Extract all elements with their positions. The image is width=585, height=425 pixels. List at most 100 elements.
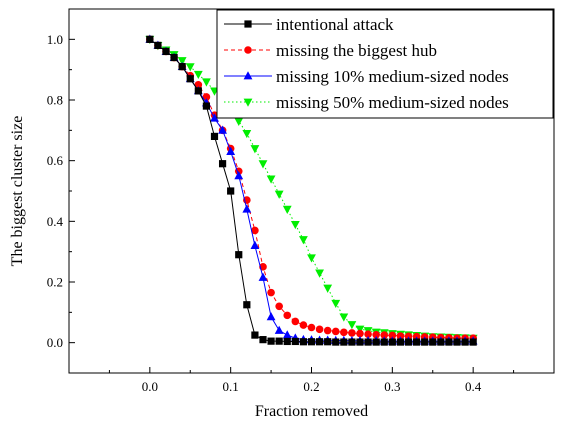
data-point — [299, 236, 308, 245]
data-point — [290, 220, 300, 230]
data-point — [291, 317, 300, 326]
data-point — [185, 63, 195, 72]
data-point — [275, 337, 283, 345]
data-point — [146, 35, 154, 43]
legend-marker — [243, 71, 253, 80]
data-point — [396, 332, 405, 340]
data-point — [307, 338, 316, 346]
data-point — [437, 338, 445, 346]
x-tick-label: 0.0 — [142, 379, 158, 394]
data-point — [267, 288, 275, 297]
data-point — [258, 160, 268, 169]
data-point — [299, 338, 308, 346]
data-point — [331, 327, 340, 336]
data-point — [315, 325, 324, 334]
data-point — [404, 332, 413, 341]
x-axis-title: Fraction removed — [255, 403, 368, 420]
data-point — [235, 251, 243, 259]
data-point — [275, 302, 283, 311]
x-tick-label: 0.1 — [223, 379, 239, 394]
data-point — [282, 330, 292, 339]
data-point — [259, 336, 267, 344]
data-point — [250, 240, 260, 249]
data-point — [453, 338, 461, 346]
legend-marker — [243, 98, 253, 107]
x-tick-label: 0.2 — [303, 379, 319, 394]
y-tick-label: 1.0 — [47, 32, 63, 47]
data-point — [307, 323, 316, 332]
data-point — [251, 331, 259, 339]
data-point — [364, 338, 372, 346]
data-point — [388, 338, 396, 346]
data-point — [356, 338, 364, 346]
legend-item: intentional attack — [224, 15, 394, 34]
data-point — [243, 301, 251, 309]
data-point — [267, 337, 275, 345]
data-point — [323, 326, 332, 335]
axis-ticks: 0.0 0.1 0.2 0.3 0.4 0.0 0.2 0.4 0.6 0.8 1.0 — [47, 8, 515, 394]
y-axis-title: The biggest cluster size — [9, 116, 26, 267]
data-point — [194, 81, 203, 89]
data-point — [242, 129, 252, 139]
data-point — [372, 330, 380, 339]
legend-item: missing 10% medium-sized nodes — [224, 67, 509, 86]
data-point — [348, 329, 356, 337]
data-point — [226, 146, 236, 155]
data-point — [250, 145, 260, 154]
data-point — [283, 311, 292, 320]
data-point — [364, 330, 372, 338]
data-point — [421, 338, 429, 346]
series-1 — [146, 35, 477, 346]
data-point — [186, 75, 194, 83]
legend-label: missing 50% medium-sized nodes — [276, 93, 509, 112]
legend-item: missing 50% medium-sized nodes — [224, 93, 509, 112]
data-point — [299, 321, 308, 329]
data-point — [315, 338, 324, 346]
data-point — [331, 299, 341, 309]
legend-box — [216, 9, 554, 119]
y-tick-label: 0.2 — [47, 275, 63, 290]
data-point — [340, 328, 348, 337]
data-point — [388, 331, 397, 340]
data-point — [194, 87, 202, 95]
data-point — [177, 57, 187, 66]
x-tick-label: 0.3 — [384, 379, 400, 394]
data-point — [266, 175, 276, 184]
data-point — [412, 338, 421, 346]
data-point — [234, 171, 244, 180]
data-point — [461, 338, 469, 346]
data-point — [355, 325, 365, 334]
data-point — [324, 338, 332, 346]
data-point — [445, 338, 453, 346]
data-point — [339, 313, 349, 322]
data-point — [347, 321, 357, 330]
data-point — [282, 205, 292, 214]
data-point — [274, 325, 284, 334]
data-point — [404, 338, 413, 346]
data-point — [202, 78, 211, 87]
data-point — [469, 338, 477, 346]
data-point — [242, 204, 252, 213]
data-point — [202, 102, 211, 110]
data-point — [291, 337, 299, 346]
data-point — [193, 70, 203, 80]
data-point — [210, 113, 219, 122]
legend-item: missing the biggest hub — [224, 41, 437, 60]
legend-label: missing 10% medium-sized nodes — [276, 67, 509, 86]
data-point — [356, 329, 364, 338]
y-tick-label: 0.0 — [47, 335, 63, 350]
data-point — [348, 338, 356, 346]
legend-label: intentional attack — [276, 15, 394, 34]
data-point — [429, 338, 437, 346]
data-point — [154, 41, 162, 49]
data-point — [234, 117, 244, 127]
data-point — [307, 254, 316, 263]
data-point — [258, 272, 268, 281]
y-tick-label: 0.4 — [47, 214, 64, 229]
y-tick-label: 0.6 — [47, 153, 64, 168]
data-point — [251, 226, 259, 235]
data-point — [380, 338, 388, 346]
data-point — [380, 331, 389, 339]
data-point — [227, 187, 235, 195]
